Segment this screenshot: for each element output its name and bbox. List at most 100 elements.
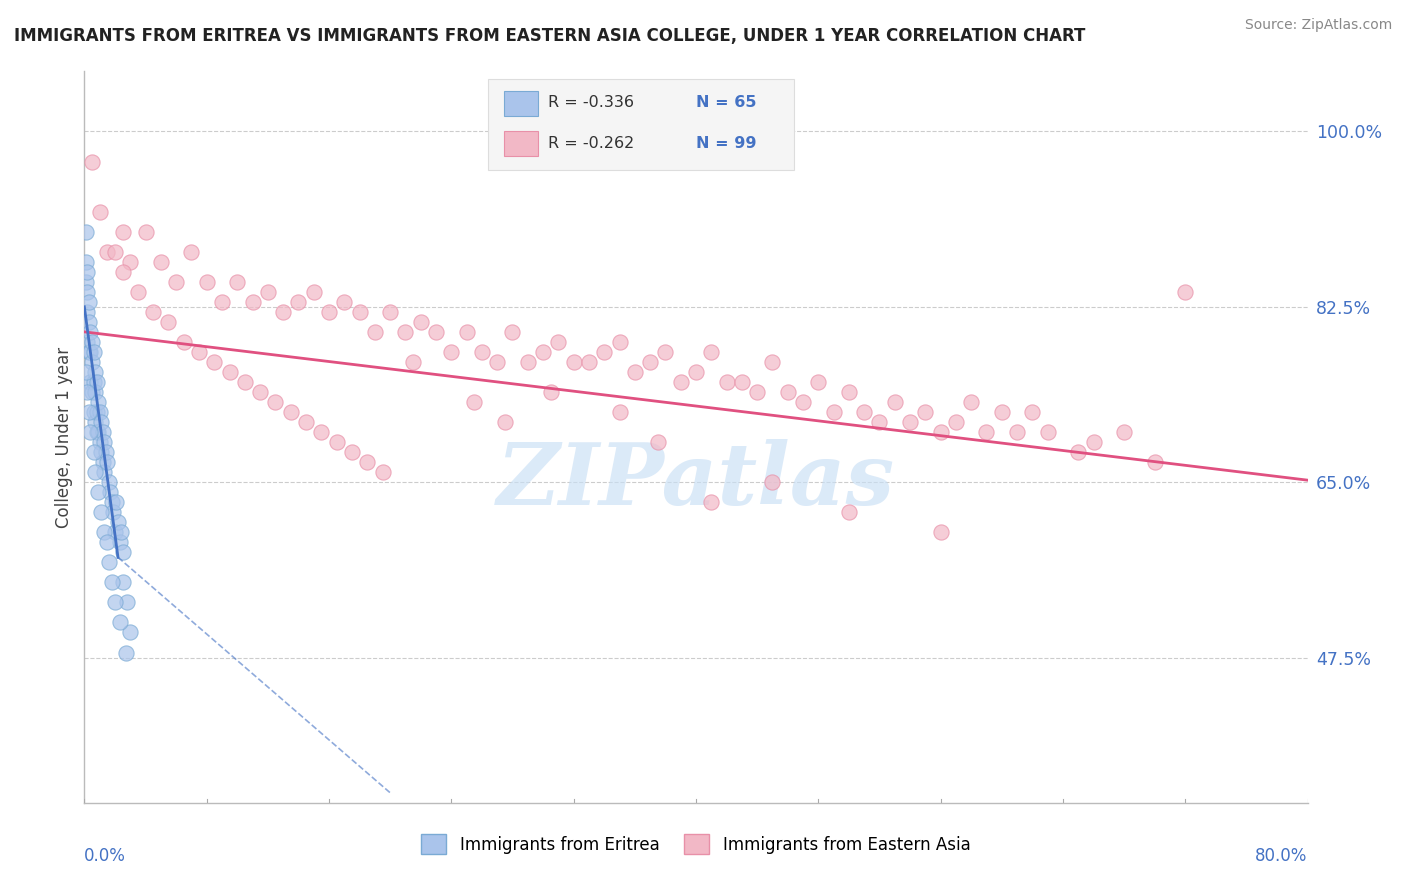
Point [76,384,98,399]
Point [83,445,105,459]
Point [202,355,225,369]
Point [76,265,98,279]
Point [180,244,202,259]
Point [80,384,103,399]
Point [165,275,187,289]
FancyBboxPatch shape [503,131,538,156]
Point [609,334,631,349]
Point [90,415,112,429]
FancyBboxPatch shape [503,91,538,116]
Point [115,595,138,609]
Point [761,355,783,369]
Point [356,455,378,469]
Point [101,575,124,590]
Point [318,305,340,319]
Point [75,275,97,289]
Text: R = -0.262: R = -0.262 [548,136,634,151]
Point [76,334,98,349]
Point [540,384,562,399]
Point [108,535,131,549]
Point [486,355,509,369]
Point [157,315,180,329]
Point [463,395,485,409]
Point [914,405,936,419]
Point [242,294,264,309]
Point [120,625,142,640]
Point [456,325,478,339]
Point [93,435,115,450]
Point [90,445,112,459]
Point [883,395,905,409]
Point [97,475,120,490]
Point [249,384,271,399]
Point [84,465,107,479]
Point [110,525,132,540]
Legend: Immigrants from Eritrea, Immigrants from Eastern Asia: Immigrants from Eritrea, Immigrants from… [415,828,977,860]
Point [94,445,117,459]
Point [90,505,112,519]
Point [93,525,115,540]
Point [77,294,100,309]
Point [402,355,425,369]
Point [173,334,195,349]
Text: N = 65: N = 65 [696,95,756,111]
Point [669,375,692,389]
Point [96,455,118,469]
Point [80,355,103,369]
Point [233,375,256,389]
Point [111,225,134,239]
Text: Source: ZipAtlas.com: Source: ZipAtlas.com [1244,18,1392,32]
Point [685,365,707,379]
Point [79,345,101,359]
Point [823,405,845,419]
Point [75,254,97,268]
Point [747,384,769,399]
Point [700,345,723,359]
Point [79,375,101,389]
Point [87,425,110,439]
Point [1143,455,1166,469]
Point [516,355,538,369]
Point [111,265,134,279]
Point [731,375,754,389]
Point [75,365,97,379]
Point [380,305,402,319]
Point [77,405,100,419]
Text: 80.0%: 80.0% [1256,847,1308,864]
Point [76,285,98,299]
Point [89,405,111,419]
Point [325,435,347,450]
Point [945,415,967,429]
Point [807,375,830,389]
Point [96,535,118,549]
Point [853,405,876,419]
Point [333,294,356,309]
Point [502,325,524,339]
Point [86,425,108,439]
FancyBboxPatch shape [488,78,794,170]
Point [84,365,107,379]
Text: 0.0%: 0.0% [84,847,127,864]
Point [77,345,100,359]
Point [547,334,569,349]
Point [218,365,240,379]
Point [609,405,631,419]
Point [302,285,325,299]
Point [494,415,516,429]
Point [425,325,447,339]
Point [364,325,387,339]
Point [111,575,134,590]
Point [929,425,952,439]
Point [96,244,118,259]
Point [792,395,814,409]
Point [991,405,1014,419]
Point [84,415,107,429]
Point [440,345,463,359]
Point [471,345,494,359]
Point [1174,285,1197,299]
Point [226,275,249,289]
Point [898,415,921,429]
Point [838,384,860,399]
Text: ZIPatlas: ZIPatlas [496,439,896,523]
Point [79,325,101,339]
